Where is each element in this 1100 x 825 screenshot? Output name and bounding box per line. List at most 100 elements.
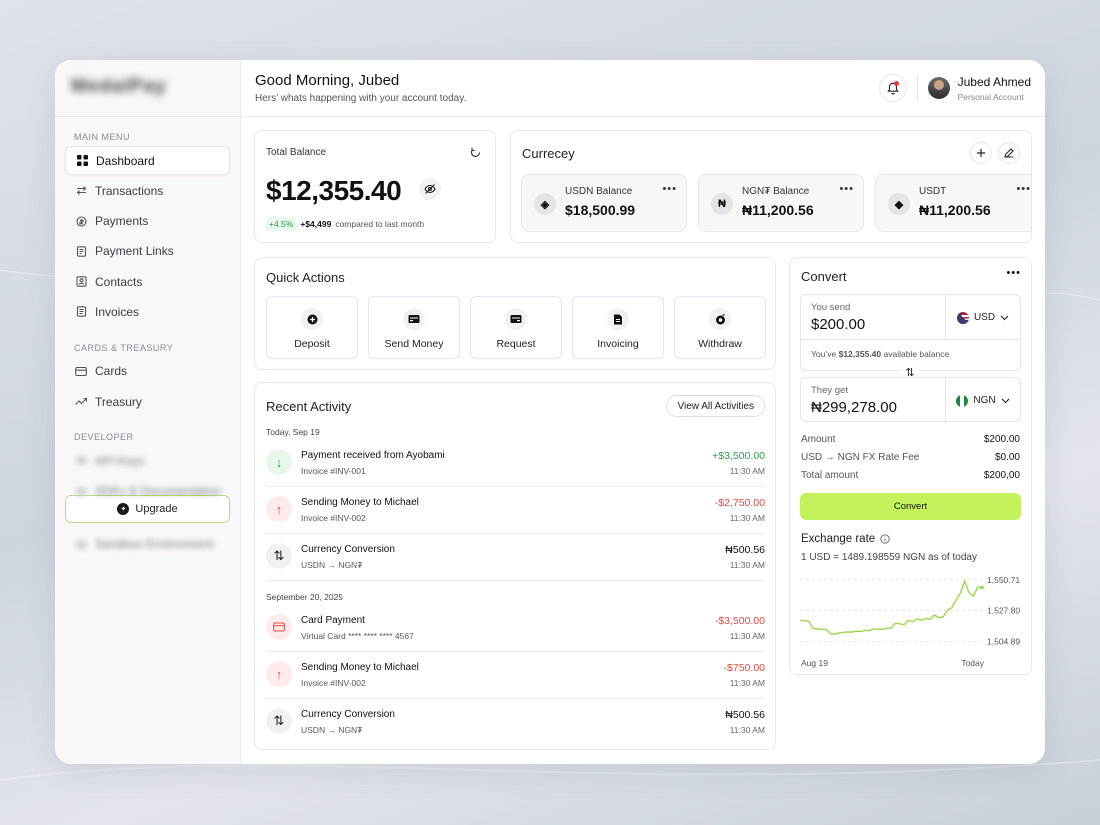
usdt-icon: ◆ <box>888 193 910 215</box>
upgrade-label: Upgrade <box>135 502 178 515</box>
sidebar-item-label: Dashboard <box>96 153 155 168</box>
docs-icon <box>75 485 87 497</box>
add-currency-button[interactable] <box>970 142 992 164</box>
activity-row[interactable]: ↓ Payment received from Ayobami Invoice … <box>266 441 765 487</box>
send-money-icon <box>403 308 425 330</box>
amount-row: Amount $200.00 <box>801 434 1020 445</box>
currency-card: Currecey ◈ USDN Balance $18,500.99 ••• ₦ <box>510 130 1032 243</box>
get-currency-code: NGN <box>973 395 996 406</box>
send-box: You send $200.00 USD You’ve $12,355.40 a… <box>800 294 1021 371</box>
available-prefix: You’ve <box>811 349 837 359</box>
activity-time: 11:30 AM <box>729 725 765 735</box>
y-tick-label: 1,550.71 <box>987 575 1020 585</box>
sidebar-item-contacts[interactable]: Contacts <box>65 267 230 296</box>
upgrade-button[interactable]: ✦ Upgrade <box>65 494 230 523</box>
exchange-rate-title: Exchange rate <box>801 533 890 545</box>
sidebar-item-sandbox[interactable]: Sandbox Environment <box>65 530 230 559</box>
view-all-activities-button[interactable]: View All Activities <box>666 395 765 417</box>
quick-action-label: Withdraw <box>698 338 742 350</box>
exchange-rate-text: 1 USD = 1489.198559 NGN as of today <box>801 552 977 563</box>
activity-name: Sending Money to Michael <box>301 497 419 508</box>
sidebar-item-api-keys[interactable]: API Keys <box>65 446 230 475</box>
deposit-button[interactable]: Deposit <box>266 296 358 359</box>
activity-sub: USDN → NGN₮ <box>301 560 363 570</box>
swap-icon: ⇅ <box>266 708 292 734</box>
exchange-rate-line <box>800 579 983 635</box>
activity-amount: -$2,750.00 <box>714 497 765 509</box>
activity-amount: +$3,500.00 <box>712 450 765 462</box>
send-amount-input[interactable]: $200.00 <box>811 316 866 333</box>
avatar[interactable] <box>927 77 950 99</box>
currency-item-ngnt[interactable]: ₦ NGN₮ Balance ₦11,200.56 ••• <box>698 174 864 232</box>
convert-button[interactable]: Convert <box>800 493 1021 520</box>
activity-row[interactable]: ↑ Sending Money to Michael Invoice #INV-… <box>266 653 765 699</box>
x-start-label: Aug 19 <box>801 658 828 668</box>
app-window: MedalPay MAIN MENU Dashboard Transaction… <box>55 60 1045 764</box>
notification-badge <box>893 81 899 86</box>
chevron-down-icon <box>1001 398 1009 403</box>
refresh-icon <box>470 147 480 157</box>
trend-up-icon <box>75 396 87 408</box>
balance-change: +4.5% +$4,499 compared to last month <box>266 217 424 231</box>
request-button[interactable]: Request <box>470 296 562 359</box>
x-end-label: Today <box>961 658 984 668</box>
currency-value: ₦11,200.56 <box>919 202 991 218</box>
fee-value: $0.00 <box>994 452 1020 463</box>
greeting-title: Good Morning, Jubed <box>255 72 400 89</box>
invoicing-button[interactable]: Invoicing <box>572 296 664 359</box>
naira-icon: ₦ <box>711 193 733 215</box>
activity-row[interactable]: ⇅ Currency Conversion USDN → NGN₮ ₦500.5… <box>266 535 765 581</box>
convert-title: Convert <box>801 269 847 284</box>
activity-row[interactable]: Card Payment Virtual Card **** **** ****… <box>266 606 765 652</box>
send-currency-select[interactable]: USD <box>945 295 1020 340</box>
activity-time: 11:30 AM <box>729 678 765 688</box>
dashboard-content: Total Balance $12,355.40 +4.5% +$4,499 c… <box>241 117 1045 764</box>
sidebar-item-sdks-docs[interactable]: SDKs & Documentation <box>65 477 230 506</box>
total-key: Total amount <box>801 470 859 481</box>
sidebar-item-cards[interactable]: Cards <box>65 357 230 386</box>
sidebar-item-label: API Keys <box>95 453 145 468</box>
sidebar-item-payments[interactable]: Payments <box>65 207 230 236</box>
arrow-down-icon: ↓ <box>266 449 292 475</box>
total-value: $200,00 <box>983 470 1020 481</box>
currency-value: $18,500.99 <box>565 202 636 218</box>
more-icon[interactable]: ••• <box>1016 183 1031 195</box>
user-menu[interactable]: Jubed Ahmed Personal Account <box>958 75 1031 102</box>
sidebar-item-transactions[interactable]: Transactions <box>65 176 230 205</box>
sidebar-item-dashboard[interactable]: Dashboard <box>65 146 230 175</box>
brand-logo[interactable]: MedalPay <box>55 60 240 117</box>
currency-item-usdt[interactable]: ◆ USDT ₦11,200.56 ••• <box>875 174 1031 232</box>
withdraw-button[interactable]: Withdraw <box>674 296 766 359</box>
greeting-subtitle: Hers’ whats happening with your account … <box>255 93 467 104</box>
sidebar-item-treasury[interactable]: Treasury <box>65 387 230 416</box>
activity-row[interactable]: ⇅ Currency Conversion USDN → NGN₮ ₦500.5… <box>266 700 765 746</box>
activity-amount: -$750.00 <box>723 662 765 674</box>
currency-item-usdn[interactable]: ◈ USDN Balance $18,500.99 ••• <box>521 174 687 232</box>
invoicing-icon <box>607 308 629 330</box>
get-amount-input[interactable]: ₦299,278.00 <box>811 399 897 416</box>
quick-action-label: Invoicing <box>597 338 639 350</box>
activity-row[interactable]: ↑ Sending Money to Michael Invoice #INV-… <box>266 488 765 534</box>
send-money-button[interactable]: Send Money <box>368 296 460 359</box>
refresh-button[interactable] <box>465 142 485 162</box>
request-icon <box>505 308 527 330</box>
sidebar-item-invoices[interactable]: Invoices <box>65 297 230 326</box>
info-icon[interactable] <box>880 534 890 544</box>
hide-balance-button[interactable] <box>419 178 441 200</box>
developer-label: DEVELOPER <box>74 432 134 443</box>
payments-icon <box>75 215 87 227</box>
activity-amount: ₦500.56 <box>725 709 765 721</box>
receive-box: They get ₦299,278.00 NGN <box>800 377 1021 423</box>
more-icon[interactable]: ••• <box>1006 267 1021 279</box>
quick-action-label: Deposit <box>294 338 330 350</box>
notifications-button[interactable] <box>878 74 907 102</box>
edit-currency-button[interactable] <box>998 142 1020 164</box>
sidebar-item-label: Cards <box>95 364 128 379</box>
balance-value: $12,355.40 <box>266 175 402 206</box>
brand-name: MedalPay <box>71 76 167 97</box>
more-icon[interactable]: ••• <box>662 183 677 195</box>
get-currency-select[interactable]: NGN <box>945 378 1020 423</box>
more-icon[interactable]: ••• <box>839 183 854 195</box>
withdraw-icon <box>709 308 731 330</box>
sidebar-item-payment-links[interactable]: Payment Links <box>65 237 230 266</box>
